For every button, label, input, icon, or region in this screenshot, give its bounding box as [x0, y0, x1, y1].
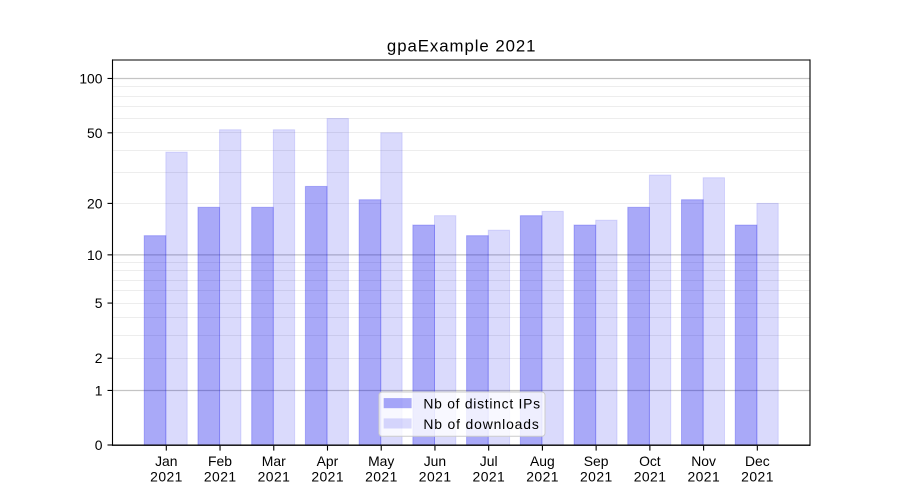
- svg-text:Nov: Nov: [691, 453, 716, 469]
- svg-text:May: May: [368, 453, 394, 469]
- svg-text:2021: 2021: [365, 468, 398, 484]
- svg-text:Jun: Jun: [424, 453, 446, 469]
- svg-text:Oct: Oct: [639, 453, 661, 469]
- svg-text:Jan: Jan: [155, 453, 177, 469]
- svg-text:2021: 2021: [687, 468, 720, 484]
- svg-text:Feb: Feb: [208, 453, 232, 469]
- svg-text:Apr: Apr: [317, 453, 339, 469]
- svg-text:2021: 2021: [204, 468, 237, 484]
- svg-text:2021: 2021: [634, 468, 667, 484]
- svg-text:2021: 2021: [150, 468, 183, 484]
- svg-text:2: 2: [95, 350, 103, 366]
- svg-text:2021: 2021: [311, 468, 344, 484]
- svg-text:2021: 2021: [526, 468, 559, 484]
- svg-text:1: 1: [95, 382, 103, 398]
- svg-text:10: 10: [87, 247, 103, 263]
- svg-text:0: 0: [95, 437, 103, 453]
- svg-text:Mar: Mar: [262, 453, 286, 469]
- svg-text:2021: 2021: [741, 468, 774, 484]
- svg-text:100: 100: [79, 70, 102, 86]
- svg-text:Nb of distinct IPs: Nb of distinct IPs: [423, 396, 540, 412]
- svg-text:gpaExample 2021: gpaExample 2021: [387, 37, 537, 56]
- svg-text:2021: 2021: [258, 468, 291, 484]
- svg-text:Dec: Dec: [745, 453, 770, 469]
- svg-text:20: 20: [87, 195, 103, 211]
- svg-text:Jul: Jul: [480, 453, 498, 469]
- svg-text:Sep: Sep: [584, 453, 609, 469]
- svg-text:5: 5: [95, 295, 103, 311]
- svg-text:2021: 2021: [419, 468, 452, 484]
- svg-text:Nb of downloads: Nb of downloads: [423, 416, 539, 432]
- svg-text:2021: 2021: [580, 468, 613, 484]
- svg-text:Aug: Aug: [530, 453, 555, 469]
- svg-text:2021: 2021: [473, 468, 506, 484]
- svg-text:50: 50: [87, 125, 103, 141]
